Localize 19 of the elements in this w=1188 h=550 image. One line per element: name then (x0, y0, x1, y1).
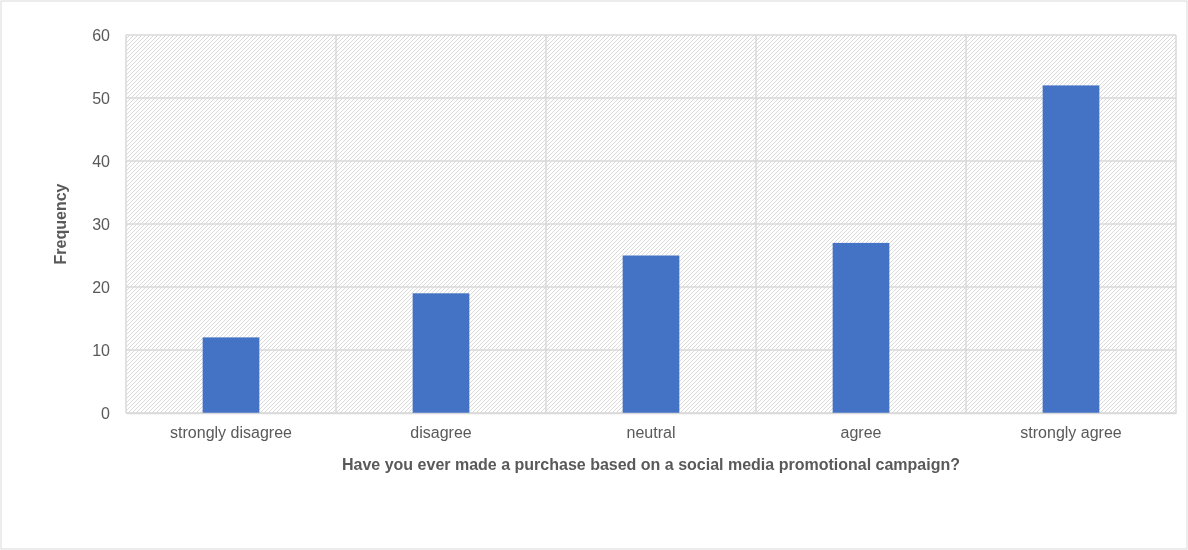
x-tick-label: strongly disagree (170, 424, 293, 442)
y-tick-label: 20 (92, 278, 111, 296)
y-axis-title: Frequency (52, 183, 69, 265)
y-tick-label: 50 (92, 89, 111, 107)
x-tick-label: strongly agree (1020, 424, 1122, 442)
y-tick-label: 60 (92, 26, 111, 44)
y-tick-label: 10 (92, 341, 111, 359)
bar (622, 255, 680, 413)
x-tick-label: agree (840, 424, 882, 442)
bar (412, 293, 470, 413)
x-axis-title: Have you ever made a purchase based on a social media promotional campaign? (342, 456, 960, 473)
bar (832, 242, 890, 413)
y-tick-label: 30 (92, 215, 111, 233)
bar (1042, 85, 1100, 413)
y-tick-label: 0 (101, 404, 111, 422)
bar (202, 337, 260, 413)
x-tick-label: disagree (410, 424, 472, 442)
x-tick-label: neutral (626, 424, 676, 442)
y-tick-label: 40 (92, 152, 111, 170)
